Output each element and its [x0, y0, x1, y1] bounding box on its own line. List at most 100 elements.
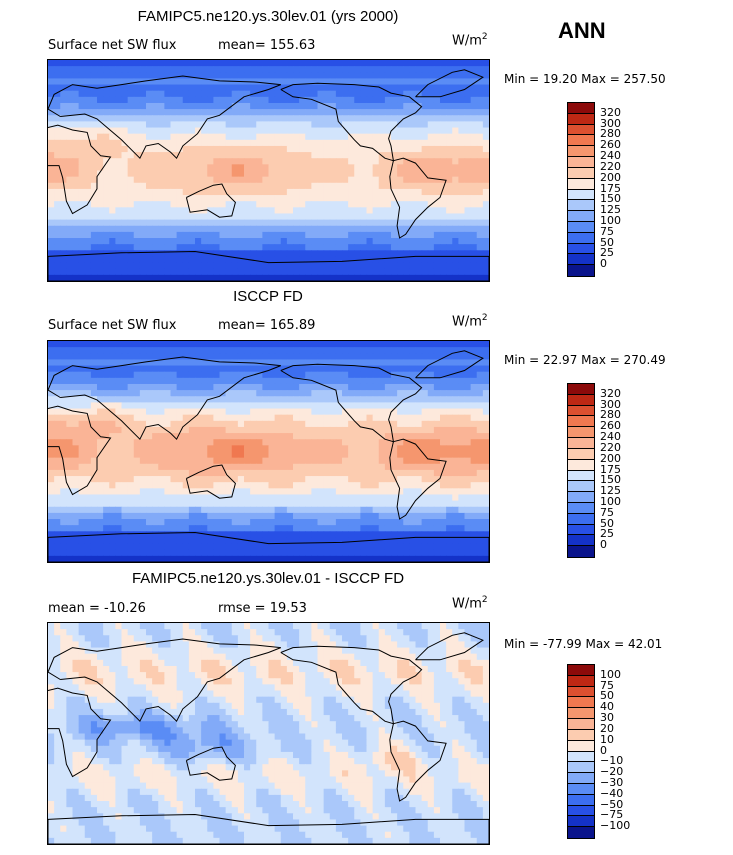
field-cell: [384, 195, 392, 202]
field-cell: [207, 188, 214, 196]
field-cell: [323, 371, 331, 379]
field-cell: [268, 72, 276, 80]
field-cell: [84, 188, 92, 196]
field-cell: [121, 396, 129, 403]
field-cell: [415, 133, 423, 141]
field-cell: [280, 402, 288, 410]
field-cell: [139, 439, 147, 446]
field-cell: [299, 525, 306, 532]
field-cell: [84, 519, 92, 526]
field-cell: [97, 506, 104, 514]
field-cell: [133, 488, 141, 496]
field-cell: [458, 90, 466, 98]
field-cell: [66, 66, 74, 73]
field-cell: [188, 359, 196, 367]
field-cell: [188, 274, 196, 281]
field-cell: [427, 145, 435, 153]
field-cell: [170, 238, 178, 245]
field-cell: [139, 121, 147, 129]
field-cell: [280, 109, 288, 116]
field-cell: [115, 488, 123, 496]
field-cell: [354, 488, 361, 496]
field-cell: [244, 531, 251, 539]
field-cell: [84, 262, 92, 270]
field-cell: [158, 347, 165, 354]
field-cell: [458, 72, 466, 80]
field-cell: [139, 268, 147, 276]
field-cell: [146, 445, 153, 453]
field-cell: [237, 231, 245, 239]
field-cell: [268, 96, 276, 104]
field-cell: [329, 219, 337, 227]
field-cell: [66, 102, 74, 110]
field-cell: [427, 383, 435, 391]
field-cell: [109, 170, 116, 178]
field-cell: [152, 164, 159, 172]
field-cell: [164, 402, 172, 410]
field-cell: [409, 365, 417, 373]
field-cell: [97, 476, 104, 483]
field-cell: [464, 60, 472, 67]
field-cell: [403, 213, 410, 221]
field-cell: [213, 377, 221, 385]
field-cell: [378, 102, 386, 110]
field-cell: [72, 433, 80, 440]
field-cell: [207, 408, 214, 416]
field-cell: [188, 426, 196, 434]
field-cell: [446, 274, 453, 281]
field-cell: [384, 512, 392, 520]
field-cell: [286, 115, 294, 122]
field-cell: [115, 231, 123, 239]
field-cell: [433, 195, 441, 202]
field-cell: [262, 476, 270, 483]
field-cell: [121, 225, 129, 233]
field-cell: [335, 426, 343, 434]
field-cell: [470, 262, 478, 270]
field-cell: [139, 176, 147, 184]
field-cell: [158, 244, 165, 251]
field-cell: [188, 488, 196, 496]
field-cell: [182, 390, 190, 397]
field-cell: [476, 341, 484, 348]
field-cell: [335, 109, 343, 116]
field-cell: [54, 420, 61, 428]
field-cell: [170, 127, 178, 135]
field-cell: [311, 445, 319, 453]
field-cell: [195, 420, 202, 428]
field-cell: [182, 274, 190, 281]
field-cell: [335, 482, 343, 489]
field-cell: [446, 115, 453, 122]
field-cell: [397, 451, 404, 459]
field-cell: [78, 519, 86, 526]
field-cell: [464, 408, 472, 416]
field-cell: [335, 390, 343, 397]
field-cell: [188, 182, 196, 190]
field-cell: [372, 341, 380, 348]
field-cell: [323, 170, 331, 178]
field-cell: [470, 176, 478, 184]
field-cell: [60, 537, 67, 545]
field-cell: [360, 219, 368, 227]
field-cell: [397, 433, 404, 440]
field-cell: [335, 72, 343, 80]
field-cell: [268, 158, 276, 165]
field-cell: [48, 90, 55, 98]
field-cell: [323, 457, 331, 465]
field-cell: [329, 488, 337, 496]
field-cell: [440, 512, 447, 520]
field-cell: [237, 433, 245, 440]
field-cell: [231, 139, 239, 147]
field-cell: [317, 377, 325, 385]
field-cell: [274, 439, 282, 446]
field-cell: [458, 145, 466, 153]
field-cell: [470, 96, 478, 104]
field-cell: [84, 506, 92, 514]
field-cell: [286, 213, 294, 221]
field-cell: [201, 84, 208, 92]
field-cell: [372, 433, 380, 440]
field-cell: [182, 66, 190, 73]
field-cell: [133, 426, 141, 434]
field-cell: [348, 262, 355, 270]
field-cell: [415, 268, 423, 276]
field-cell: [127, 256, 135, 264]
